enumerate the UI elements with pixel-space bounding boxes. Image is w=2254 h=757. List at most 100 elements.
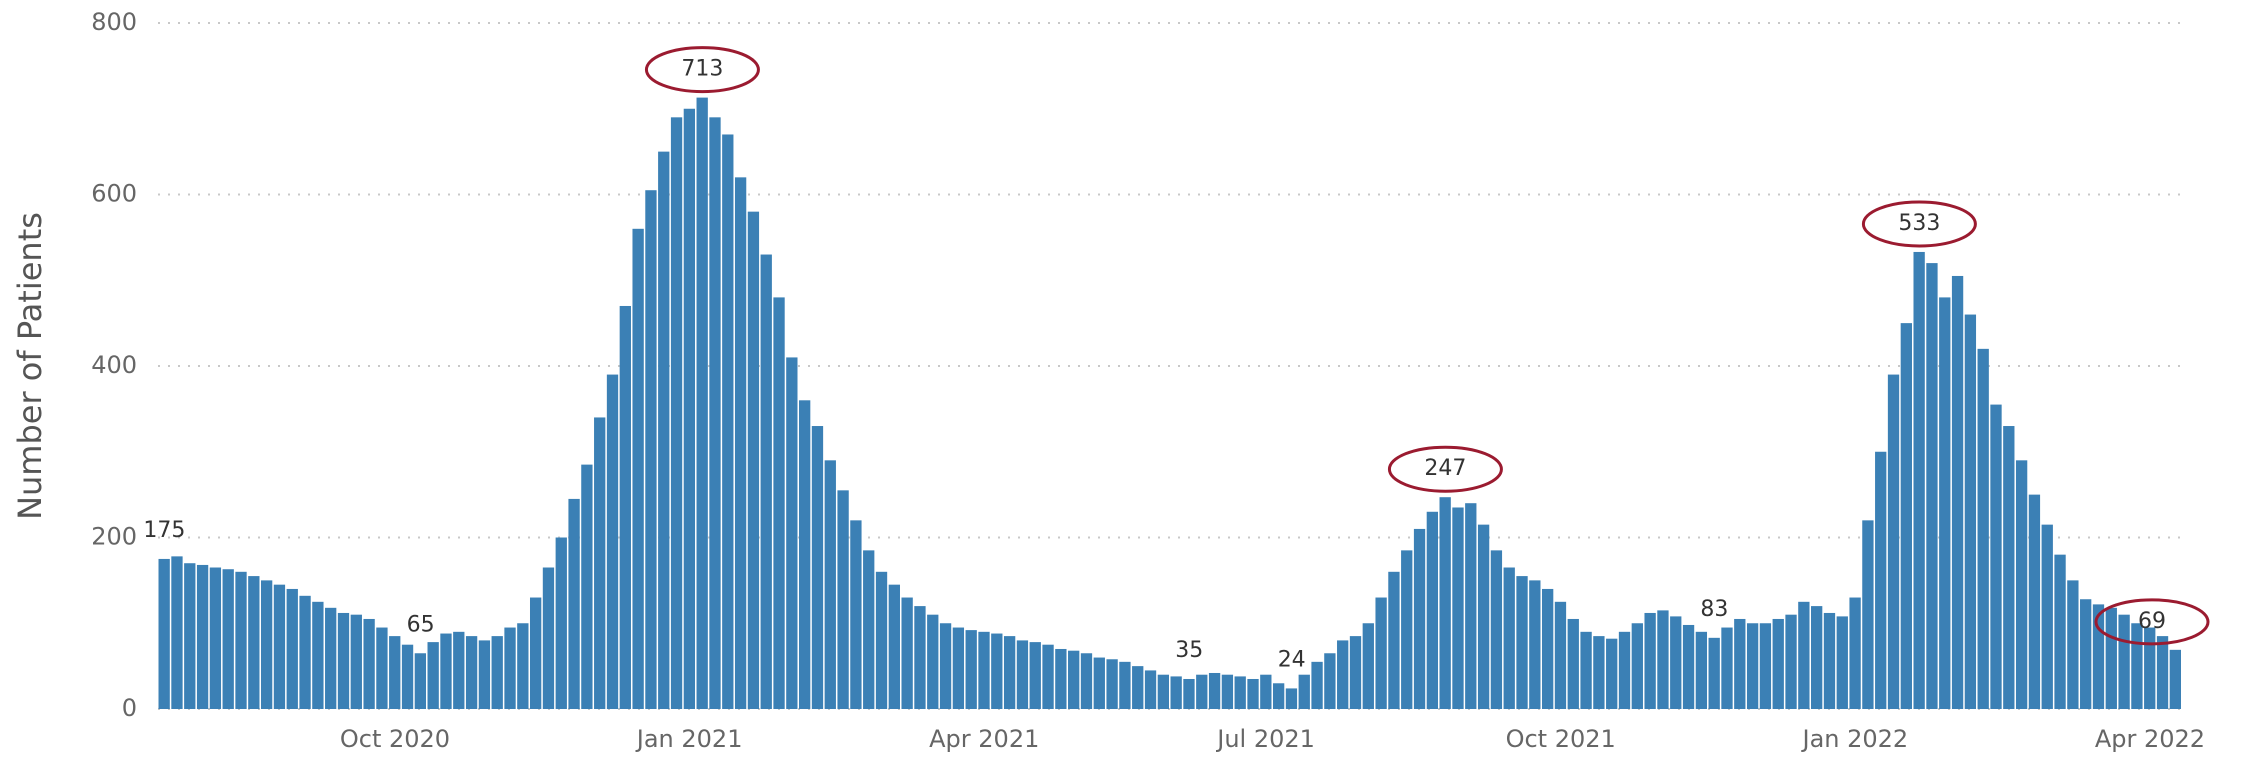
data-label: 35 (1175, 638, 1203, 663)
bar (1554, 601, 1567, 709)
bar (658, 151, 670, 709)
annotation-ellipse (644, 46, 760, 94)
bar (1849, 597, 1861, 709)
bar (465, 636, 478, 709)
bar (1670, 616, 1682, 709)
bar (2105, 607, 2117, 709)
bar (1593, 636, 1605, 709)
bar (1887, 374, 1900, 709)
bar (1503, 567, 1515, 709)
bar (517, 623, 529, 709)
annotation-ellipse (1861, 200, 1977, 248)
bar (1029, 642, 1041, 709)
bar (1567, 618, 1579, 709)
bar (1285, 688, 1298, 709)
bar (1413, 528, 1426, 709)
bar (1541, 588, 1554, 709)
bar (401, 644, 414, 709)
bar (2092, 604, 2105, 709)
bar (2054, 554, 2066, 709)
bar (1734, 618, 1746, 709)
bar (2144, 627, 2156, 709)
bar (568, 498, 580, 709)
bar (1772, 618, 1784, 709)
data-label: 713 (681, 57, 723, 82)
bar (863, 550, 875, 709)
bar (952, 627, 965, 709)
data-label: 533 (1898, 211, 1940, 236)
bar (196, 564, 209, 709)
bar (1388, 571, 1400, 709)
data-label: 83 (1700, 597, 1728, 622)
bar (1580, 631, 1592, 709)
x-tick-label: Oct 2020 (340, 725, 450, 753)
bar (811, 426, 824, 709)
bar (414, 653, 427, 709)
bar (235, 571, 247, 709)
bar (1964, 314, 1977, 709)
bar (376, 627, 388, 709)
bar (363, 618, 375, 709)
bar (734, 177, 747, 710)
bar (747, 211, 760, 709)
bar (325, 607, 337, 709)
bar (2156, 636, 2169, 709)
bar (581, 464, 593, 709)
y-tick-label: 400 (91, 351, 137, 379)
bar (1170, 676, 1182, 709)
bar (824, 460, 836, 709)
annotation-ellipse (2094, 598, 2210, 646)
bar (1913, 251, 1925, 709)
bar (978, 631, 990, 709)
bar (260, 580, 273, 709)
bar (1631, 623, 1643, 709)
bar (1682, 624, 1695, 709)
bar (1311, 661, 1323, 709)
bar (2028, 494, 2041, 709)
bar (991, 633, 1003, 709)
bar (1260, 674, 1272, 709)
bar (1439, 497, 1451, 709)
bar (1042, 644, 1054, 709)
bar (1836, 616, 1848, 709)
bar (1337, 640, 1349, 709)
bar (670, 117, 683, 709)
bar (1324, 653, 1336, 709)
y-tick-label: 0 (122, 694, 137, 722)
bar (850, 520, 862, 709)
bar (427, 642, 439, 709)
bar (1862, 520, 1874, 709)
bar (1144, 670, 1157, 709)
bar (1939, 297, 1951, 709)
y-tick-label: 600 (91, 180, 137, 208)
bar (760, 254, 772, 709)
bar (1759, 623, 1772, 709)
bar (1375, 597, 1387, 709)
bar (1080, 653, 1093, 709)
bar (2169, 649, 2181, 709)
bar (799, 400, 811, 709)
bar (914, 606, 926, 709)
bar (1132, 666, 1144, 709)
bar (1900, 323, 1912, 709)
bar (222, 569, 234, 709)
bar (901, 597, 913, 709)
bar (1016, 640, 1029, 709)
x-tick-label: Jan 2022 (1800, 725, 1908, 753)
bar (1068, 650, 1080, 709)
bar (1875, 451, 1887, 709)
annotation-ellipse (1387, 445, 1503, 493)
data-label: 24 (1278, 647, 1306, 672)
bar (1746, 623, 1759, 709)
bar (1785, 614, 1797, 709)
bar (504, 627, 516, 709)
y-axis-label: Number of Patients (11, 212, 49, 520)
bar (286, 588, 298, 709)
bar (312, 601, 324, 709)
bar (645, 190, 657, 709)
bar (273, 584, 286, 709)
bar (1823, 612, 1836, 709)
bar (1529, 580, 1541, 709)
bar (606, 374, 619, 709)
bar (2003, 426, 2015, 709)
